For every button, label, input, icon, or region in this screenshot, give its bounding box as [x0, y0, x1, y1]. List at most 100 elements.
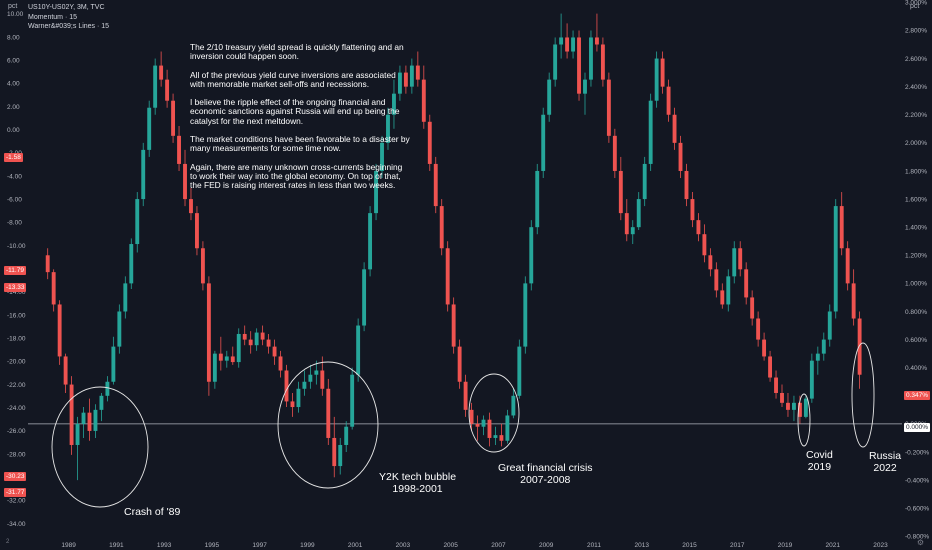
candle[interactable] [481, 415, 486, 436]
candle[interactable] [809, 353, 814, 403]
candle[interactable] [81, 407, 86, 438]
candle[interactable] [690, 192, 695, 228]
candle[interactable] [278, 350, 283, 378]
candle[interactable] [577, 30, 581, 101]
candle[interactable] [606, 72, 611, 143]
candle[interactable] [845, 241, 850, 291]
annotation-ellipses[interactable] [51, 342, 875, 508]
candle[interactable] [839, 192, 844, 256]
candle[interactable] [833, 199, 838, 319]
ellipse-crash89[interactable] [51, 386, 149, 508]
candle[interactable] [212, 350, 217, 389]
candle[interactable] [105, 376, 110, 402]
candle[interactable] [648, 93, 653, 171]
candle[interactable] [427, 114, 432, 171]
candle[interactable] [475, 415, 480, 441]
candle[interactable] [344, 421, 349, 453]
candle[interactable] [308, 364, 313, 389]
candle[interactable] [51, 269, 56, 312]
candle[interactable] [189, 187, 193, 221]
candle[interactable] [696, 213, 701, 242]
candle[interactable] [236, 328, 241, 368]
candle[interactable] [786, 392, 790, 417]
candle[interactable] [206, 276, 211, 396]
candle[interactable] [200, 241, 205, 291]
candle[interactable] [135, 192, 140, 253]
candle[interactable] [415, 51, 420, 87]
candle[interactable] [636, 192, 641, 230]
candle[interactable] [541, 107, 546, 178]
legend-indicator-momentum[interactable]: Momentum · 15 [28, 13, 78, 21]
candle[interactable] [750, 290, 755, 326]
candle[interactable] [57, 300, 62, 365]
candle[interactable] [815, 346, 820, 375]
candle[interactable] [780, 384, 784, 408]
candle[interactable] [547, 72, 552, 122]
candle[interactable] [499, 423, 504, 447]
candle[interactable] [338, 437, 343, 475]
candle[interactable] [392, 79, 396, 129]
candle[interactable] [320, 356, 325, 396]
candle[interactable] [559, 13, 564, 59]
candle-series[interactable] [45, 13, 862, 481]
legend-indicator-warner[interactable]: Warner&#039;s Lines · 15 [28, 23, 110, 30]
candle[interactable] [421, 65, 426, 129]
candle[interactable] [141, 142, 146, 207]
candle[interactable] [445, 241, 450, 312]
candle[interactable] [183, 149, 187, 207]
chart-legend[interactable]: US10Y-US02Y, 3M, TVC Momentum · 15 Warne… [28, 3, 109, 32]
candle[interactable] [117, 304, 122, 354]
candle[interactable] [768, 350, 773, 382]
candle[interactable] [153, 58, 158, 115]
candle[interactable] [756, 311, 761, 347]
candle[interactable] [523, 276, 528, 354]
candle[interactable] [726, 269, 731, 312]
candle[interactable] [660, 51, 665, 94]
candle[interactable] [744, 262, 749, 305]
candle[interactable] [165, 69, 170, 108]
candle[interactable] [248, 331, 253, 354]
candle[interactable] [380, 135, 384, 178]
candle[interactable] [803, 395, 808, 419]
candle[interactable] [571, 30, 575, 59]
candle[interactable] [272, 339, 277, 365]
candle[interactable] [762, 332, 767, 361]
candle[interactable] [159, 51, 164, 87]
candle[interactable] [511, 388, 516, 419]
candle[interactable] [857, 311, 862, 389]
candle[interactable] [63, 353, 68, 393]
ellipse-covid[interactable] [797, 393, 811, 447]
candle[interactable] [827, 304, 832, 347]
candle[interactable] [386, 107, 390, 150]
candle[interactable] [350, 367, 355, 430]
candle[interactable] [195, 206, 199, 256]
candle[interactable] [487, 412, 492, 447]
candle[interactable] [714, 262, 719, 298]
candle[interactable] [469, 402, 474, 431]
candle[interactable] [738, 241, 743, 277]
candle[interactable] [583, 72, 587, 115]
candle[interactable] [230, 346, 235, 365]
candle[interactable] [254, 328, 259, 351]
candle[interactable] [403, 65, 408, 94]
candle[interactable] [505, 409, 510, 444]
candle[interactable] [535, 163, 540, 235]
candle[interactable] [266, 333, 271, 354]
candle[interactable] [45, 248, 50, 280]
ellipse-y2k[interactable] [277, 361, 379, 489]
candle[interactable] [374, 163, 378, 221]
candle[interactable] [594, 13, 599, 52]
candle[interactable] [332, 416, 337, 478]
candle[interactable] [624, 199, 629, 242]
candle[interactable] [87, 398, 92, 441]
candle[interactable] [708, 248, 713, 277]
candle[interactable] [75, 416, 80, 481]
candle[interactable] [439, 199, 444, 256]
candle[interactable] [290, 392, 295, 417]
candle[interactable] [654, 51, 659, 108]
candle[interactable] [457, 339, 462, 389]
legend-symbol[interactable]: US10Y-US02Y, 3M, TVC [28, 4, 105, 11]
candle[interactable] [314, 360, 319, 385]
candle[interactable] [284, 364, 289, 408]
candle[interactable] [302, 370, 307, 396]
